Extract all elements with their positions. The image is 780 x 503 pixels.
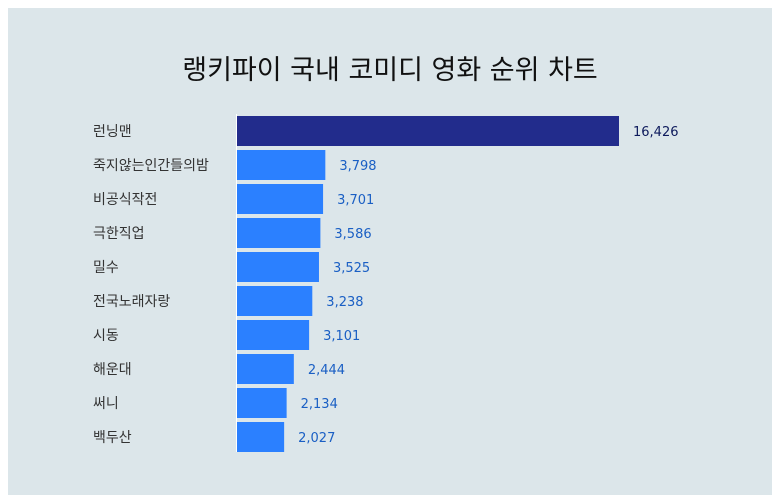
chart-panel [8, 8, 772, 495]
category-label: 밀수 [93, 260, 119, 276]
data-label: 2,027 [298, 431, 335, 446]
category-label: 극한직업 [93, 226, 145, 242]
category-label: 런닝맨 [93, 124, 132, 140]
bar [237, 184, 324, 214]
category-label: 죽지않는인간들의밤 [93, 158, 209, 174]
bar [237, 150, 326, 180]
chart-title: 랭키파이 국내 코미디 영화 순위 차트 [182, 55, 598, 86]
data-label: 3,586 [334, 227, 371, 242]
data-label: 3,798 [339, 159, 376, 174]
category-label: 써니 [93, 396, 119, 412]
bar [237, 218, 321, 248]
bar [237, 286, 313, 316]
bar [237, 116, 619, 146]
bar [237, 388, 287, 418]
data-label: 3,238 [326, 295, 363, 310]
category-label: 비공식작전 [93, 192, 157, 208]
data-label: 3,101 [323, 329, 360, 344]
bar [237, 354, 294, 384]
category-label: 백두산 [93, 430, 132, 446]
data-label: 16,426 [633, 125, 679, 140]
category-label: 전국노래자랑 [93, 294, 170, 310]
category-label: 시동 [93, 328, 119, 344]
data-label: 3,525 [333, 261, 370, 276]
bar [237, 422, 285, 452]
data-label: 2,444 [308, 363, 345, 378]
data-label: 2,134 [301, 397, 338, 412]
bar [237, 252, 319, 282]
category-label: 해운대 [93, 362, 132, 378]
bar [237, 320, 310, 350]
data-label: 3,701 [337, 193, 374, 208]
